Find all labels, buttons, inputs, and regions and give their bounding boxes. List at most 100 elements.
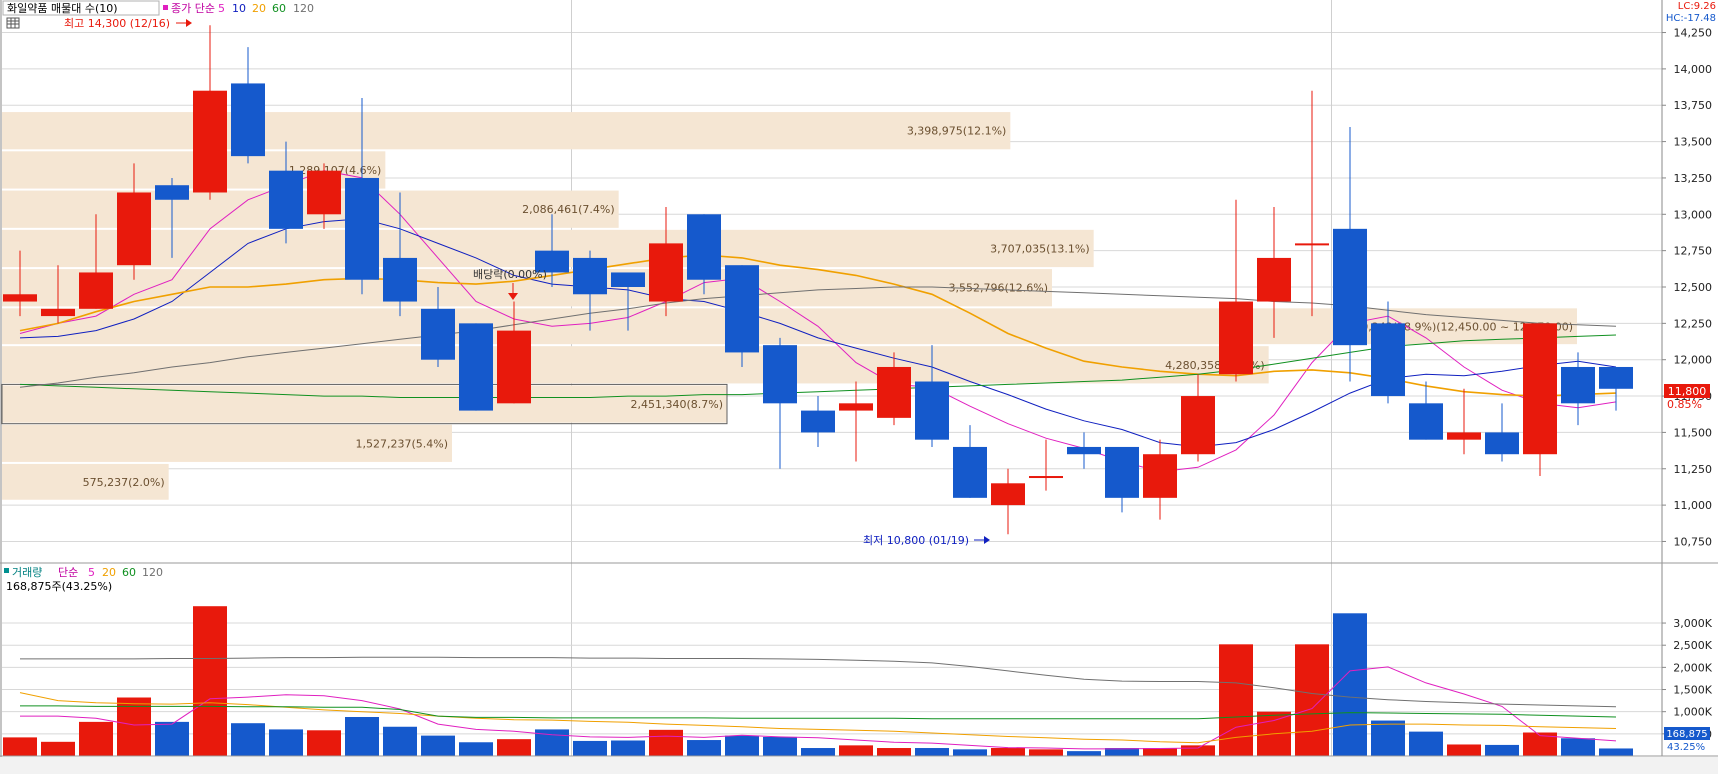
legend-ma60[interactable]: 60	[272, 2, 286, 15]
candle-body	[3, 294, 37, 302]
volume-bar	[1371, 720, 1405, 756]
candle-body	[1447, 432, 1481, 440]
candle-body	[649, 243, 683, 302]
volume-bar	[1143, 748, 1177, 756]
candle-body	[535, 250, 569, 273]
volume-profile-selected-outline	[1, 383, 728, 425]
high-annotation: 최고 14,300 (12/16)	[64, 17, 192, 30]
candle-body	[1409, 403, 1443, 440]
current-price-badge: 11,800 0.85%	[1664, 384, 1710, 411]
volume-legend: 거래량 단순 5 20 60 120 168,875주(43.25%)	[4, 566, 163, 593]
volume-profile-label: 1,527,237(5.4%)	[355, 437, 448, 450]
x-axis-strip	[0, 757, 1718, 774]
legend-ma120[interactable]: 120	[293, 2, 314, 15]
volume-bar	[421, 735, 455, 756]
price-tick-label: 13,750	[1674, 99, 1713, 112]
volume-bar	[687, 740, 721, 756]
volume-bar	[155, 721, 189, 756]
volume-ma-5-line	[20, 666, 1617, 750]
volume-profile-label: 575,237(2.0%)	[83, 476, 165, 489]
candle-body	[155, 185, 189, 200]
volume-legend-label[interactable]: 거래량	[12, 566, 42, 579]
candle-body	[725, 265, 759, 353]
candle-body	[1523, 323, 1557, 455]
price-tick-label: 11,500	[1674, 426, 1713, 439]
volume-bar	[1333, 613, 1367, 756]
candle-body	[1485, 432, 1519, 455]
volume-bar	[725, 735, 759, 756]
price-tick-label: 11,000	[1674, 499, 1713, 512]
candle-body	[459, 323, 493, 411]
volume-profile-band	[2, 385, 727, 423]
candle-body	[1181, 396, 1215, 455]
volume-bar	[459, 742, 493, 756]
candle-body	[801, 410, 835, 433]
volume-bar	[1409, 731, 1443, 756]
volume-profile-band	[2, 424, 452, 462]
candle-body	[117, 192, 151, 266]
volume-profile-band	[2, 112, 1011, 150]
vol-legend-ma60[interactable]: 60	[122, 566, 136, 579]
low-label: 최저 10,800 (01/19)	[863, 534, 969, 547]
volume-tick-label: 2,000K	[1673, 661, 1712, 674]
candle-body	[763, 345, 797, 404]
vol-legend-ma120[interactable]: 120	[142, 566, 163, 579]
stock-title[interactable]: 화일약품 매물대 수(10)	[7, 1, 118, 15]
volume-legend-sub: 단순	[58, 566, 78, 579]
volume-bar	[1105, 748, 1139, 756]
current-volume-box	[1664, 727, 1710, 740]
vol-legend-ma5[interactable]: 5	[88, 566, 95, 579]
table-icon[interactable]	[6, 17, 20, 29]
volume-bar	[41, 741, 75, 756]
candle-body	[497, 330, 531, 404]
volume-bar	[1181, 745, 1215, 756]
legend-ma5[interactable]: 5	[218, 2, 225, 15]
volume-bar	[611, 740, 645, 756]
price-tick-label: 12,250	[1674, 317, 1713, 330]
volume-bar	[573, 740, 607, 756]
volume-bar	[383, 726, 417, 756]
price-tick-label: 12,000	[1674, 354, 1713, 367]
legend-ma10[interactable]: 10	[232, 2, 246, 15]
candle-body	[41, 308, 75, 317]
volume-bar	[801, 748, 835, 756]
volume-bar	[1447, 744, 1481, 756]
volume-bar	[117, 697, 151, 756]
high-arrow-icon	[186, 19, 192, 27]
volume-tick-label: 3,000K	[1673, 617, 1712, 630]
current-volume-pct: 43.25%	[1667, 742, 1705, 753]
candle-body	[611, 272, 645, 287]
candle-body	[1257, 257, 1291, 302]
legend-ma20[interactable]: 20	[252, 2, 266, 15]
candle-body	[1029, 476, 1063, 479]
candle-body	[345, 177, 379, 280]
price-tick-label: 13,250	[1674, 172, 1713, 185]
volume-bar	[839, 745, 873, 756]
volume-bar	[877, 748, 911, 756]
candle-body	[79, 272, 113, 309]
price-tick-label: 13,000	[1674, 208, 1713, 221]
volume-bar	[1523, 732, 1557, 756]
volume-bar	[345, 717, 379, 756]
volume-bar	[1067, 751, 1101, 756]
candle-body	[573, 257, 607, 295]
stock-title-box[interactable]	[2, 0, 160, 16]
volume-bar	[915, 748, 949, 756]
candle-body	[383, 257, 417, 302]
candlesticks[interactable]	[3, 25, 1633, 535]
volume-profile-band	[2, 308, 1577, 345]
volume-bar	[3, 737, 37, 756]
dividend-annotation: 배당락(0.00%)	[473, 268, 547, 300]
price-tick-label: 11,250	[1674, 463, 1713, 476]
price-legend: 화일약품 매물대 수(10) 종가 단순 5 10 20 60 120	[2, 0, 314, 29]
price-tick-label: 14,250	[1674, 27, 1713, 40]
volume-bar	[79, 721, 113, 756]
current-change: 0.85%	[1667, 398, 1702, 411]
volume-bar	[1561, 738, 1595, 756]
volume-bar	[269, 729, 303, 756]
candle-body	[915, 381, 949, 440]
candle-body	[1333, 228, 1367, 346]
volume-bar	[497, 739, 531, 756]
vol-legend-ma20[interactable]: 20	[102, 566, 116, 579]
